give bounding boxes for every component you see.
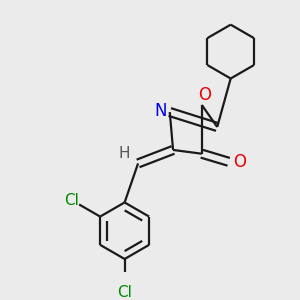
Text: O: O (198, 86, 211, 104)
Text: H: H (119, 146, 130, 161)
Text: Cl: Cl (64, 193, 79, 208)
Text: O: O (233, 153, 246, 171)
Text: Cl: Cl (117, 285, 132, 300)
Text: N: N (154, 102, 167, 120)
